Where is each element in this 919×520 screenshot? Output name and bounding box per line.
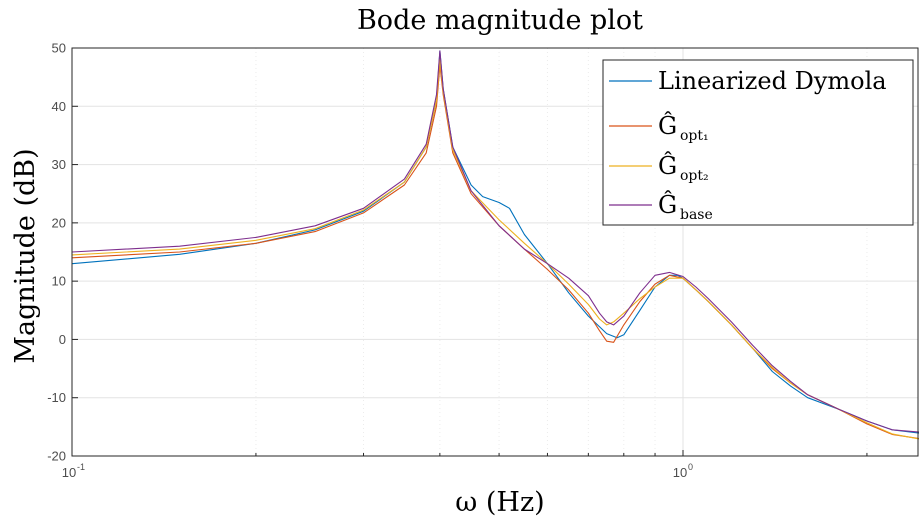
legend-box — [602, 59, 914, 226]
chart-title: Bode magnitude plot — [357, 5, 643, 36]
legend-label-1: Ĝ — [658, 111, 677, 140]
legend-subscript-1: opt₁ — [680, 128, 709, 144]
x-tick-label-0: 10 — [62, 465, 76, 480]
y-ticks: -20 -10 0 10 20 30 40 50 — [47, 41, 78, 464]
y-tick-label-3: 10 — [52, 274, 66, 289]
legend-label-3: Ĝ — [658, 190, 677, 219]
y-tick-label-4: 20 — [52, 215, 66, 230]
x-tick-exponent-1: 0 — [688, 462, 693, 472]
y-tick-label-0: -20 — [47, 449, 66, 464]
series-line-3 — [71, 50, 919, 433]
series-line-1 — [71, 64, 919, 440]
legend-subscript-3: base — [680, 207, 713, 223]
x-tick-exponent-0: -1 — [77, 462, 85, 472]
y-tick-label-5: 30 — [52, 157, 66, 172]
y-tick-label-2: 0 — [59, 332, 66, 347]
legend-label-2: Ĝ — [658, 151, 677, 180]
x-tick-label-1: 10 — [673, 465, 687, 480]
series-line-2 — [71, 59, 919, 440]
legend-label-0: Linearized Dymola — [658, 67, 887, 95]
plot-frame — [71, 47, 919, 457]
y-tick-label-7: 50 — [52, 41, 66, 56]
x-axis-label: ω (Hz) — [455, 487, 544, 518]
y-tick-label-6: 40 — [52, 99, 66, 114]
y-tick-label-1: -10 — [47, 390, 66, 405]
legend-subscript-2: opt₂ — [680, 168, 709, 184]
series-group — [71, 50, 919, 440]
x-ticks: 10 -1 10 0 — [62, 450, 868, 480]
y-axis-label: Magnitude (dB) — [10, 148, 41, 363]
